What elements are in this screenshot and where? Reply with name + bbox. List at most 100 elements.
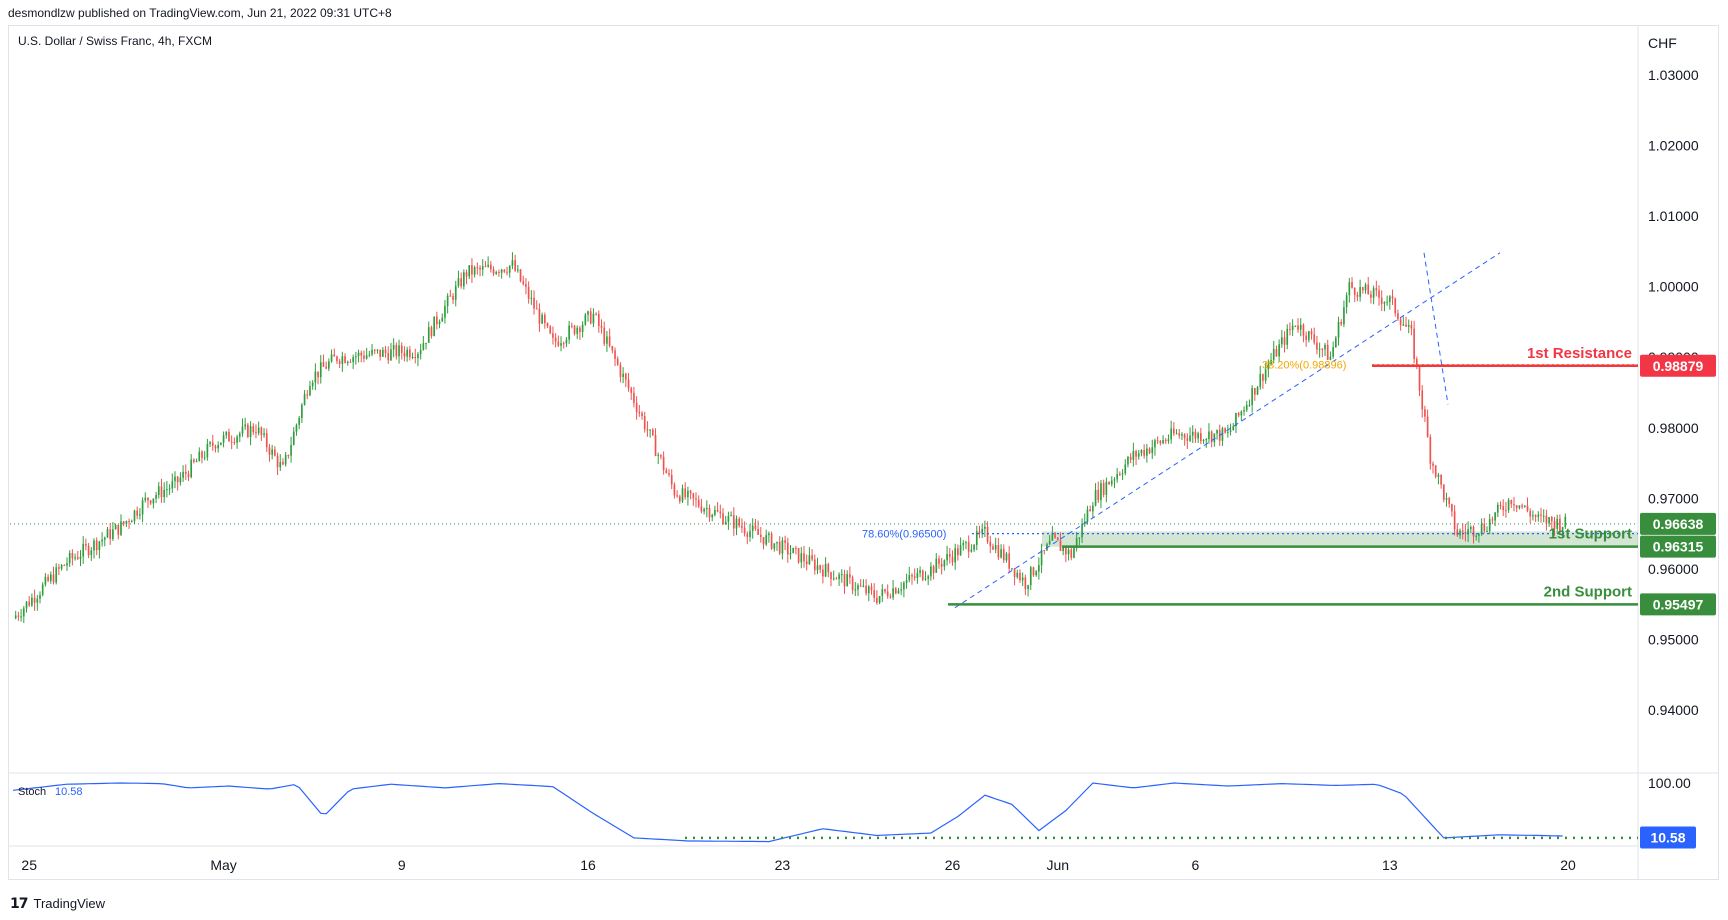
time-tick-label: 6 <box>1192 857 1200 873</box>
candle-up <box>139 514 141 516</box>
candle-up <box>838 574 840 580</box>
candle-up <box>954 548 957 563</box>
candle-up <box>195 461 198 463</box>
candle-down <box>638 411 641 414</box>
candle-down <box>1505 510 1507 512</box>
candle-up <box>463 272 465 287</box>
stochastic-pane[interactable]: Stoch 10.58 100.00 10.58 <box>12 775 1696 849</box>
candle-down <box>670 474 673 485</box>
candle-up <box>1478 533 1480 536</box>
candle-up <box>649 429 651 431</box>
candle-up <box>198 451 201 462</box>
candle-up <box>1348 282 1351 296</box>
candle-down <box>1380 297 1383 304</box>
support-zone-rect <box>1042 531 1638 547</box>
candle-down <box>519 269 522 282</box>
candle-down <box>573 325 576 334</box>
candle-down <box>743 527 746 534</box>
footer-brand[interactable]: 𝟭𝟳 TradingView <box>10 895 105 912</box>
candle-up <box>295 424 298 432</box>
candle-down <box>992 546 994 550</box>
candle-down <box>287 454 290 456</box>
candlestick-chart[interactable]: CHF 1.030001.020001.010001.000000.990000… <box>0 0 1728 880</box>
candle-down <box>797 548 800 563</box>
candle-up <box>1146 448 1148 456</box>
sr-level-label: 1st Resistance <box>1527 345 1632 362</box>
candle-down <box>1297 325 1299 330</box>
price-tick-label: 0.97000 <box>1648 490 1699 506</box>
candle-up <box>454 285 457 300</box>
candle-down <box>255 432 257 434</box>
candle-down <box>514 260 516 271</box>
candle-down <box>692 493 695 499</box>
candle-down <box>1553 521 1556 529</box>
candle-down <box>1183 434 1186 439</box>
candle-up <box>319 362 322 378</box>
candle-up <box>341 356 344 364</box>
candle-down <box>1178 433 1181 436</box>
candle-down <box>17 615 20 617</box>
candle-down <box>819 565 822 570</box>
candle-up <box>560 343 562 346</box>
candle-down <box>384 349 387 354</box>
candle-down <box>1472 526 1475 537</box>
candle-up <box>511 260 514 266</box>
candle-up <box>919 570 921 573</box>
candle-down <box>484 266 487 268</box>
candle-up <box>292 431 295 445</box>
candle-up <box>352 357 354 363</box>
candle-up <box>840 573 843 575</box>
candle-down <box>109 529 112 539</box>
publisher-line: desmondlzw published on TradingView.com,… <box>8 6 392 20</box>
candle-up <box>500 269 503 273</box>
candle-up <box>587 311 589 315</box>
sr-level-label: 1st Support <box>1549 526 1632 543</box>
price-axis[interactable]: 1.030001.020001.010001.000000.990000.980… <box>1648 67 1699 718</box>
candle-down <box>1434 465 1437 477</box>
candle-up <box>20 616 22 618</box>
candle-up <box>1480 524 1483 534</box>
candle-down <box>835 578 838 580</box>
candle-up <box>103 537 106 540</box>
candle-down <box>325 366 327 369</box>
candle-down <box>627 379 630 389</box>
candle-up <box>1270 359 1272 365</box>
candle-down <box>47 576 49 581</box>
candle-up <box>209 442 211 445</box>
candle-down <box>228 431 230 442</box>
candle-up <box>1334 337 1337 348</box>
candle-up <box>1245 404 1248 411</box>
candle-down <box>506 271 508 273</box>
candle-up <box>1140 449 1143 454</box>
candle-down <box>395 345 398 357</box>
candle-down <box>465 272 468 277</box>
candle-up <box>1029 567 1032 586</box>
candle-up <box>1202 440 1205 442</box>
candle-up <box>1259 374 1262 387</box>
candle-up <box>1243 410 1245 412</box>
candle-down <box>1521 505 1523 507</box>
candle-up <box>1532 515 1534 517</box>
candle-down <box>387 353 390 361</box>
candle-down <box>349 361 352 363</box>
candle-down <box>786 542 789 555</box>
price-tick-label: 0.98000 <box>1648 420 1699 436</box>
candle-up <box>1388 296 1391 302</box>
candle-down <box>136 510 139 516</box>
candle-down <box>1108 481 1110 485</box>
price-badge-label: 0.95497 <box>1653 596 1704 612</box>
candle-down <box>1194 431 1197 439</box>
candle-down <box>676 495 678 497</box>
candle-down <box>1129 456 1132 460</box>
time-tick-label: Jun <box>1046 857 1069 873</box>
candle-down <box>490 264 492 270</box>
candle-up <box>903 582 905 590</box>
candle-down <box>247 424 249 438</box>
candle-down <box>1399 319 1402 326</box>
time-axis[interactable]: 25 May 9 16 23 26 Jun 6 13 20 <box>21 857 1576 873</box>
price-tick-label: 1.01000 <box>1648 208 1699 224</box>
candle-down <box>1351 282 1353 288</box>
candle-down <box>1491 519 1494 521</box>
candle-down <box>641 413 643 416</box>
candle-up <box>298 418 301 425</box>
